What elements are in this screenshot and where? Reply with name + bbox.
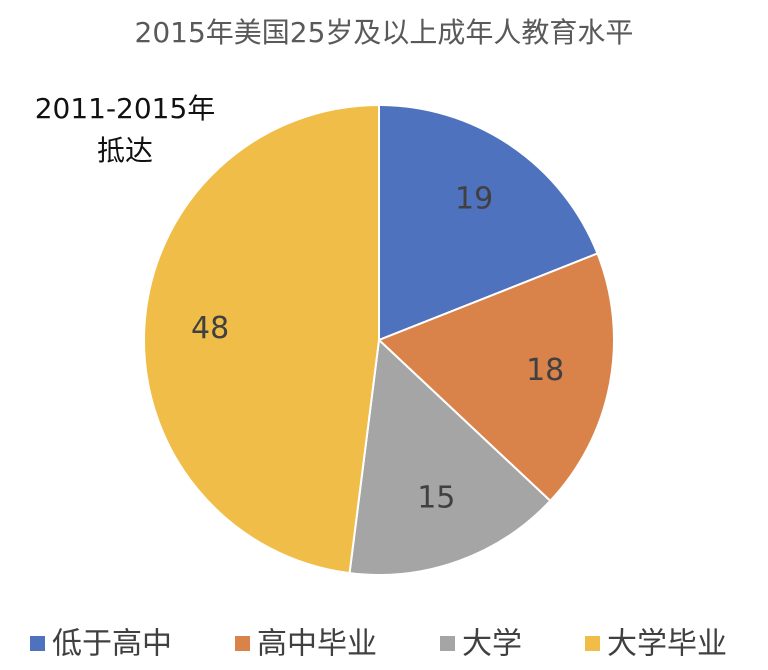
legend-label: 大学 (462, 627, 522, 662)
pie-slice (143, 103, 380, 575)
legend-swatch (235, 636, 250, 651)
chart-title: 2015年美国25岁及以上成年人教育水平 (135, 16, 634, 49)
legend-swatch (30, 636, 45, 651)
legend-label: 低于高中 (52, 627, 172, 662)
legend-swatch (440, 636, 455, 651)
legend-label: 高中毕业 (257, 627, 377, 662)
data-label: 15 (417, 481, 455, 516)
data-label: 19 (455, 182, 493, 217)
pie-slice (348, 337, 552, 576)
pie-slice (377, 252, 615, 503)
annotation: 抵达 (97, 134, 153, 167)
annotation: 2011-2015年 (35, 92, 216, 125)
legend-label: 大学毕业 (607, 627, 727, 662)
pie-slice (378, 103, 599, 342)
legend-swatch (585, 636, 600, 651)
data-label: 48 (191, 311, 229, 346)
data-label: 18 (526, 353, 564, 388)
